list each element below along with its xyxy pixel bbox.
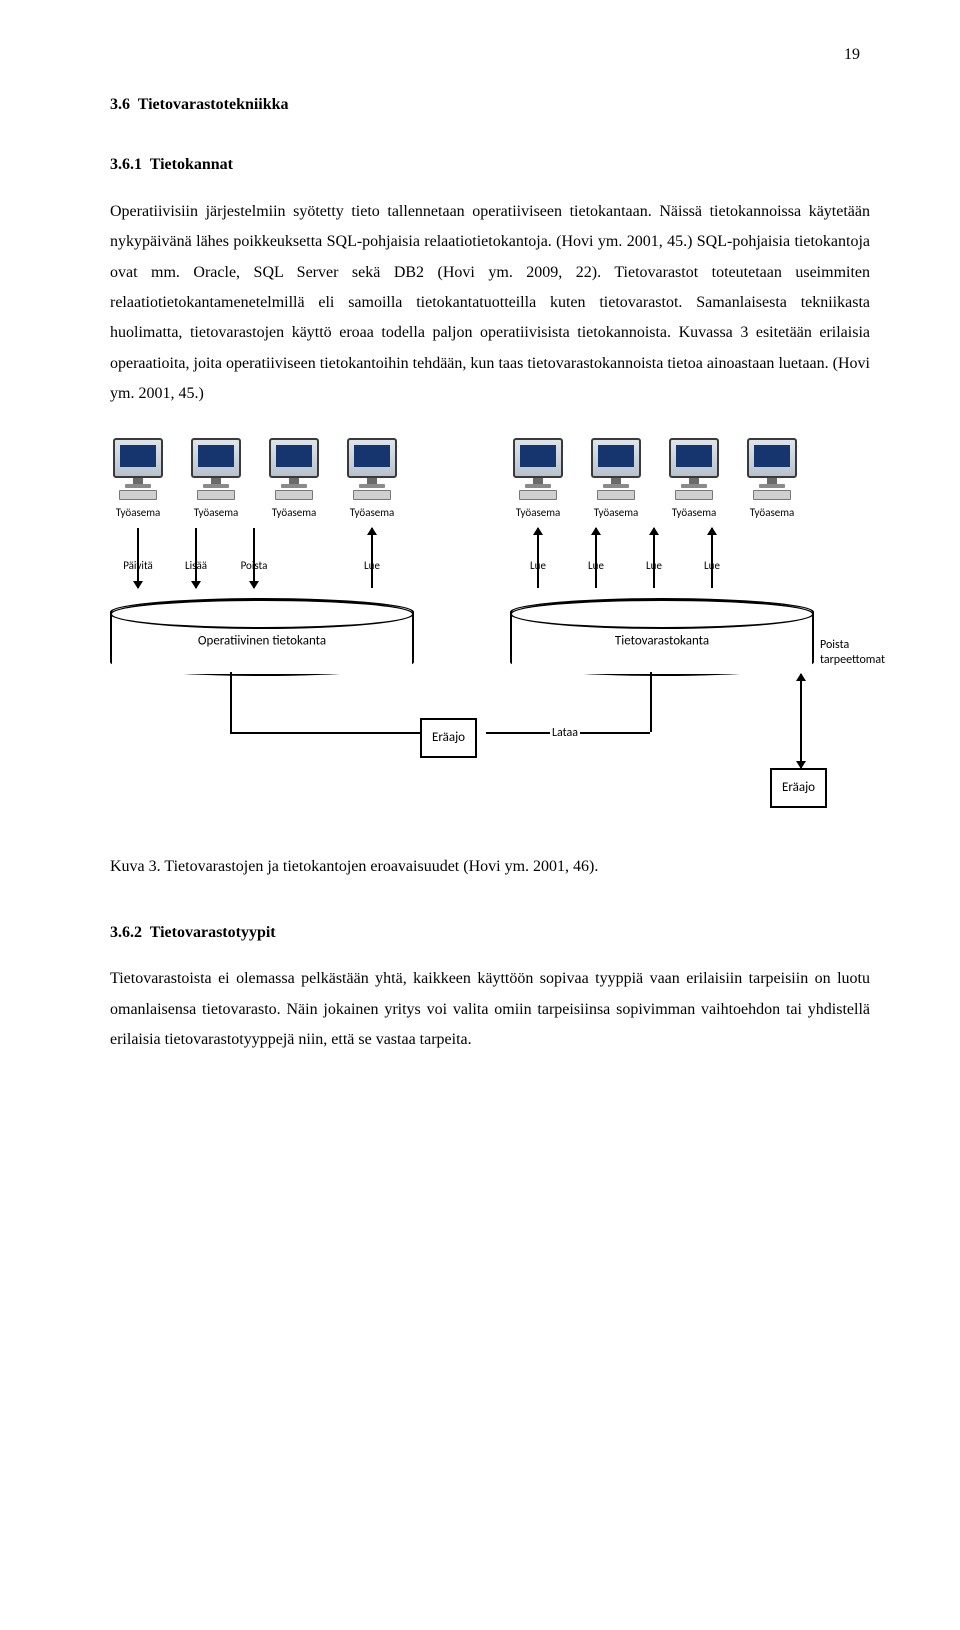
section-title: Tietovarastotekniikka [138,96,289,113]
op-label: Lisää [174,556,218,577]
workstation-label: Työasema [666,503,722,524]
process-box: Eräajo [420,718,477,759]
cylinder-label: Operatiivinen tietokanta [112,629,412,654]
link-label: Lataa [550,722,580,745]
workstation-label: Työasema [588,503,644,524]
workstation-label: Työasema [344,503,400,524]
connector-line [230,672,232,732]
subsection-title: Tietokannat [150,156,233,173]
subsection-heading-1: 3.6.1 Tietokannat [110,150,870,180]
op-label: Lue [350,556,394,577]
page-number: 19 [844,40,860,70]
arrow-icon [800,674,802,768]
subsection-heading-2: 3.6.2 Tietovarastotyypit [110,918,870,948]
workstation-label: Työasema [510,503,566,524]
op-label: Lue [692,556,732,577]
connector-line [650,672,652,732]
workstation-icon: Työasema [588,438,644,524]
section-number: 3.6 [110,96,130,113]
database-cylinder-icon: Operatiivinen tietokanta [110,598,414,676]
figure-3: Työasema Työasema Työasema Työasema Työa… [110,438,870,838]
op-label: Poista [232,556,276,577]
workstation-icon: Työasema [344,438,400,524]
workstation-icon: Työasema [666,438,722,524]
workstation-icon: Työasema [110,438,166,524]
workstation-label: Työasema [110,503,166,524]
workstation-label: Työasema [266,503,322,524]
box-label: Eräajo [782,780,815,795]
workstation-icon: Työasema [266,438,322,524]
op-label: Lue [634,556,674,577]
side-label: Poista tarpeettomat [820,638,885,668]
workstation-label: Työasema [744,503,800,524]
op-label: Lue [576,556,616,577]
cylinder-label: Tietovarastokanta [512,629,812,654]
diagram: Työasema Työasema Työasema Työasema Työa… [110,438,870,838]
subsection-number: 3.6.1 [110,156,142,173]
workstation-icon: Työasema [188,438,244,524]
paragraph-2: Tietovarastoista ei olemassa pelkästään … [110,964,870,1055]
connector-line [230,732,420,734]
section-heading: 3.6 Tietovarastotekniikka [110,90,870,120]
box-label: Eräajo [432,730,465,745]
subsection-number: 3.6.2 [110,924,142,941]
figure-caption: Kuva 3. Tietovarastojen ja tietokantojen… [110,852,870,882]
database-cylinder-icon: Tietovarastokanta [510,598,814,676]
workstation-icon: Työasema [744,438,800,524]
paragraph-1: Operatiivisiin järjestelmiin syötetty ti… [110,197,870,410]
op-label: Päivitä [116,556,160,577]
workstation-label: Työasema [188,503,244,524]
workstation-icon: Työasema [510,438,566,524]
process-box: Eräajo [770,768,827,809]
subsection-title: Tietovarastotyypit [150,924,276,941]
op-label: Lue [518,556,558,577]
